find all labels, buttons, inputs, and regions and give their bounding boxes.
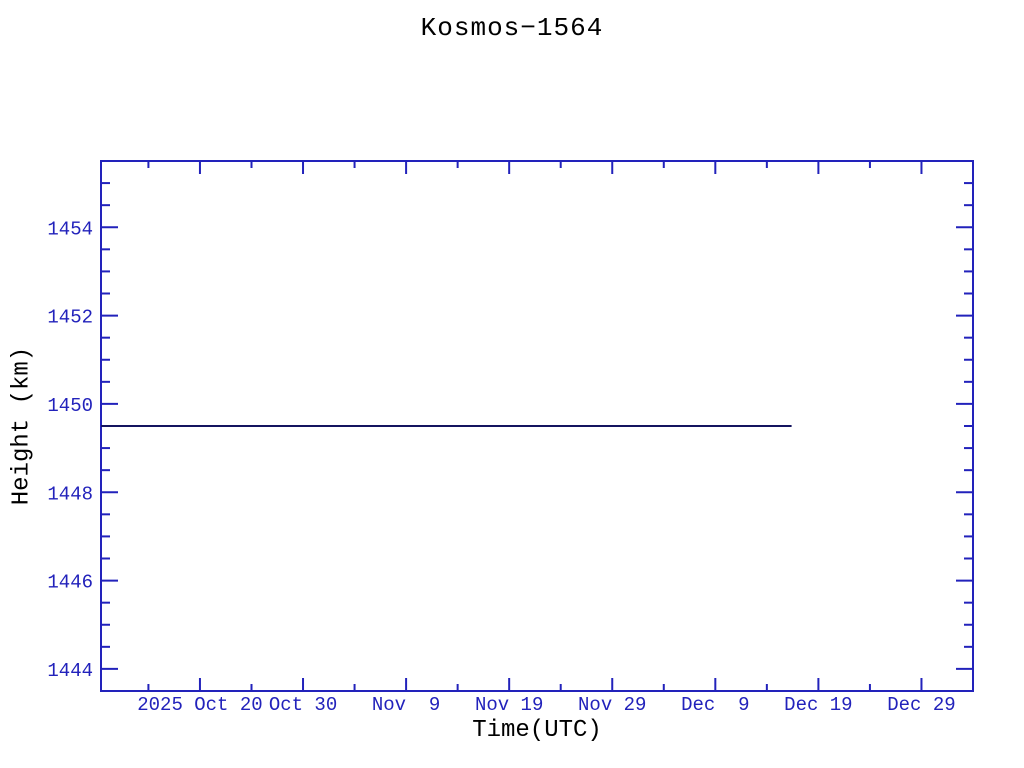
x-tick-label: 2025 Oct 20 (137, 694, 262, 716)
x-tick-label: Nov 29 (578, 694, 646, 716)
y-axis-label: Height (km) (8, 346, 36, 506)
x-tick-label: Nov 19 (475, 694, 543, 716)
y-minor-ticks (101, 182, 973, 648)
chart-title: Kosmos−1564 (420, 13, 604, 43)
x-minor-ticks (147, 161, 871, 691)
y-tick-label: 1448 (47, 483, 93, 505)
x-tick-label: Oct 30 (269, 694, 337, 716)
x-tick-label: Dec 9 (681, 694, 749, 716)
y-major-ticks (101, 226, 973, 670)
x-axis-label: Time(UTC) (472, 717, 602, 744)
y-tick-labels: 1444 1446 1448 1450 1452 1454 (47, 218, 93, 682)
y-tick-label: 1444 (47, 660, 93, 682)
y-tick-label: 1450 (47, 395, 93, 417)
x-tick-label: Dec 29 (887, 694, 955, 716)
y-tick-label: 1446 (47, 572, 93, 594)
x-tick-labels: 2025 Oct 20 Oct 30 Nov 9 Nov 19 Nov 29 Dec 9 D… (137, 694, 955, 716)
y-tick-label: 1454 (47, 218, 93, 240)
x-tick-label: Nov 9 (372, 694, 440, 716)
y-tick-label: 1452 (47, 307, 93, 329)
x-major-ticks (198, 161, 923, 691)
x-tick-label: Dec 19 (784, 694, 852, 716)
